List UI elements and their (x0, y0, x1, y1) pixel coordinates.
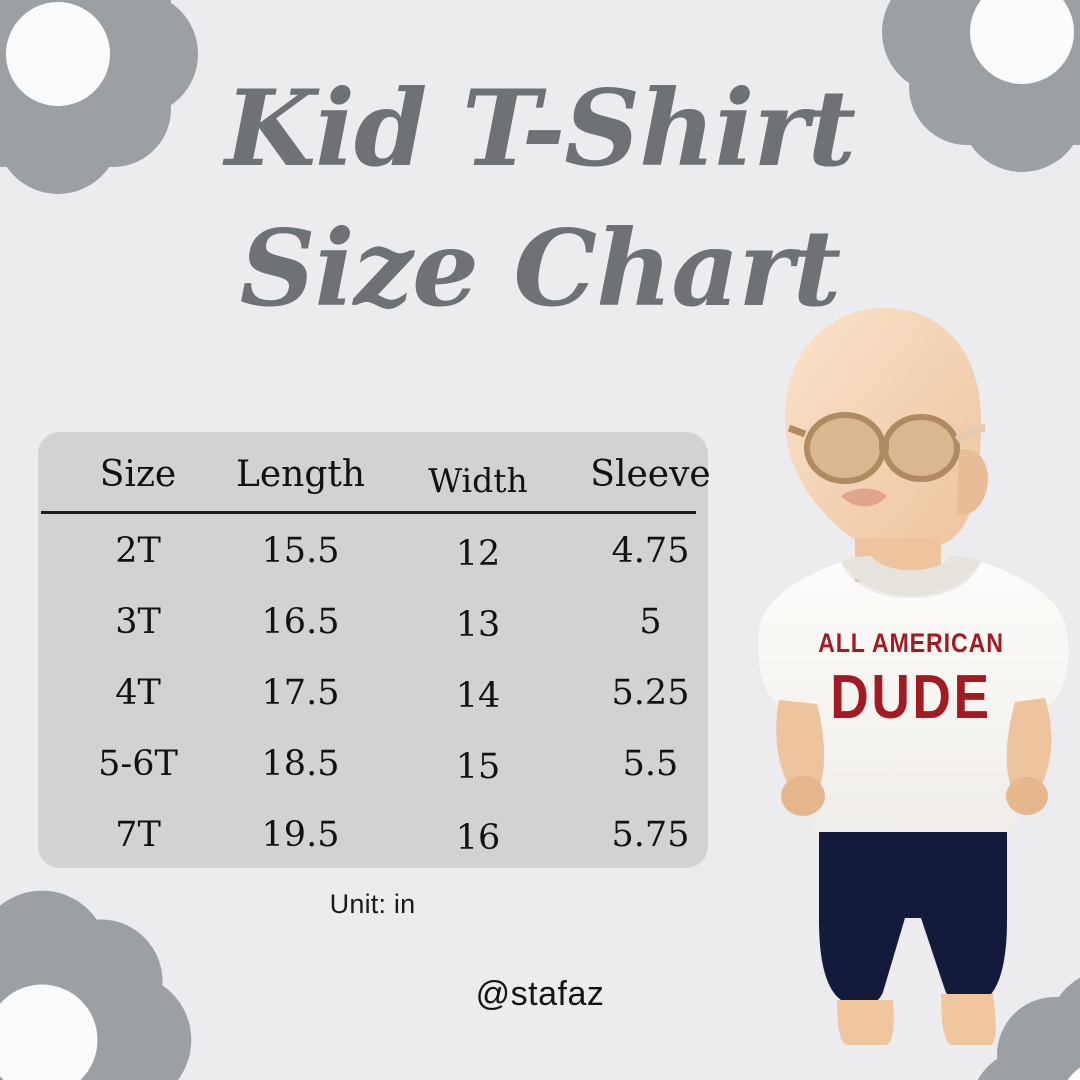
page-title-line-1: Kid T-Shirt (224, 66, 856, 190)
column-header-width: Width (428, 461, 528, 500)
cell-width: 12 (455, 534, 501, 574)
sunglasses-icon (787, 412, 986, 484)
cell-width: 16 (455, 818, 501, 858)
cell-width: 14 (455, 676, 501, 716)
cell-size: 2T (115, 531, 161, 571)
size-chart-panel (38, 432, 708, 868)
cell-size: 7T (115, 815, 161, 855)
column-header-length: Length (235, 454, 366, 495)
cell-width: 13 (455, 605, 501, 645)
svg-text:ALL AMERICAN: ALL AMERICAN (818, 628, 1004, 658)
child-head (785, 308, 988, 551)
cell-length: 15.5 (261, 531, 340, 571)
cell-sleeve: 5.75 (611, 815, 690, 855)
table-row: 7T 19.5 16 5.75 (38, 809, 708, 880)
table-row: 4T 17.5 14 5.25 (38, 667, 708, 738)
cell-length: 18.5 (261, 744, 340, 784)
product-photo-child: ALL AMERICAN DUDE (745, 300, 1080, 1045)
table-header-row: Size Length Width Sleeve (38, 432, 711, 514)
table-row: 2T 15.5 12 4.75 (38, 525, 708, 596)
cell-size: 5-6T (98, 744, 178, 784)
svg-text:DUDE: DUDE (830, 663, 991, 732)
page-title-line-2: Size Chart (239, 206, 841, 330)
column-header-sleeve: Sleeve (590, 454, 711, 495)
cell-sleeve: 5.25 (611, 673, 690, 713)
cell-sleeve: 5 (639, 602, 662, 642)
cell-length: 19.5 (261, 815, 340, 855)
table-row: 3T 16.5 13 5 (38, 596, 708, 667)
cell-length: 16.5 (261, 602, 340, 642)
table-row: 5-6T 18.5 15 5.5 (38, 738, 708, 809)
social-handle: @stafaz (475, 975, 605, 1013)
size-chart-table: Size Length Width Sleeve 2T 15.5 12 4.75… (38, 432, 711, 868)
cell-size: 4T (115, 673, 161, 713)
cell-sleeve: 5.5 (622, 744, 679, 784)
cell-size: 3T (115, 602, 161, 642)
cell-width: 15 (455, 747, 501, 787)
header-divider (41, 511, 696, 514)
unit-label: Unit: in (329, 889, 416, 919)
column-header-size: Size (99, 454, 177, 495)
cell-length: 17.5 (261, 673, 340, 713)
cell-sleeve: 4.75 (611, 531, 690, 571)
child-tshirt: ALL AMERICAN DUDE (758, 556, 1069, 857)
child-shorts (819, 832, 1007, 1007)
